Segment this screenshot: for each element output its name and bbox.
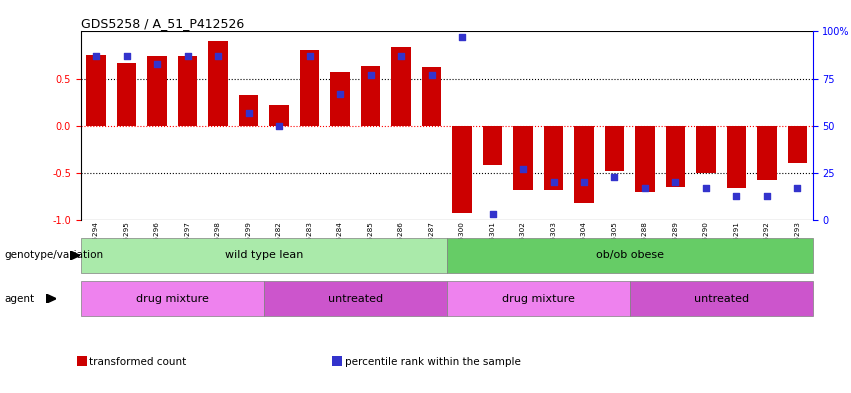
Bar <box>447 281 630 316</box>
Text: wild type lean: wild type lean <box>225 250 303 261</box>
Text: percentile rank within the sample: percentile rank within the sample <box>345 356 521 367</box>
Point <box>517 166 530 172</box>
Point <box>729 193 743 199</box>
Point <box>577 179 591 185</box>
Point <box>89 53 103 59</box>
Bar <box>604 126 625 171</box>
Bar <box>238 95 259 126</box>
Bar <box>147 56 167 126</box>
Bar <box>361 66 380 126</box>
Bar <box>81 281 264 316</box>
Polygon shape <box>70 251 80 260</box>
Bar <box>544 126 563 190</box>
Bar <box>300 50 319 126</box>
Bar <box>81 238 447 273</box>
Bar <box>574 126 594 203</box>
Text: untreated: untreated <box>694 294 749 304</box>
Bar <box>178 56 197 126</box>
Bar <box>391 48 411 126</box>
Bar <box>330 72 350 126</box>
Point <box>700 185 713 191</box>
Bar <box>208 41 228 126</box>
Bar <box>447 238 813 273</box>
Point <box>608 174 621 180</box>
Text: drug mixture: drug mixture <box>136 294 208 304</box>
Bar <box>269 105 289 126</box>
Point <box>394 53 408 59</box>
Point <box>211 53 225 59</box>
Bar <box>264 281 447 316</box>
Bar <box>630 281 813 316</box>
Text: GDS5258 / A_51_P412526: GDS5258 / A_51_P412526 <box>81 17 244 30</box>
Bar <box>787 126 808 163</box>
Point <box>272 123 286 129</box>
Point <box>760 193 774 199</box>
Bar <box>757 126 777 180</box>
Point <box>180 53 194 59</box>
Bar <box>452 126 472 213</box>
Bar <box>117 62 136 126</box>
Point <box>303 53 317 59</box>
Text: drug mixture: drug mixture <box>502 294 574 304</box>
Point <box>363 72 377 78</box>
Bar <box>86 55 106 126</box>
Text: transformed count: transformed count <box>89 356 186 367</box>
Text: ob/ob obese: ob/ob obese <box>596 250 664 261</box>
Point <box>455 34 469 40</box>
Text: genotype/variation: genotype/variation <box>4 250 103 261</box>
Bar <box>421 67 442 126</box>
Point <box>242 109 255 116</box>
Point <box>486 211 500 218</box>
Point <box>151 61 164 67</box>
Bar <box>727 126 746 188</box>
Point <box>425 72 438 78</box>
Point <box>120 53 134 59</box>
Text: untreated: untreated <box>328 294 383 304</box>
Polygon shape <box>46 294 56 303</box>
Point <box>546 179 560 185</box>
Point <box>791 185 804 191</box>
Bar <box>635 126 655 192</box>
Text: agent: agent <box>4 294 34 304</box>
Point <box>638 185 652 191</box>
Bar <box>665 126 685 187</box>
Bar <box>483 126 502 165</box>
Point <box>334 90 347 97</box>
Point <box>669 179 683 185</box>
Bar <box>513 126 533 190</box>
Bar <box>696 126 716 173</box>
